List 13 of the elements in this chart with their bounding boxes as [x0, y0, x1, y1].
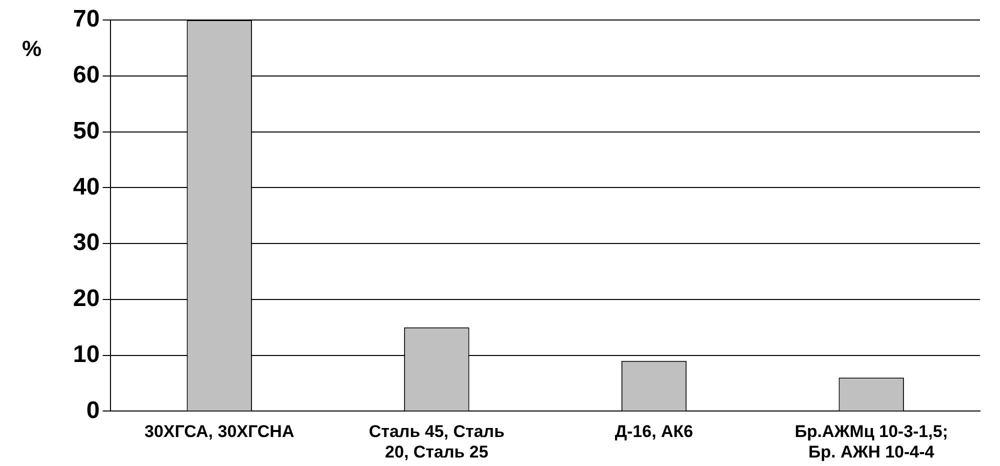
y-tick-label: 40 [72, 173, 100, 200]
x-tick-label: Бр.АЖМц 10-3-1,5; Бр. АЖН 10-4-4 [794, 422, 948, 462]
x-tick-label: 30ХГСА, 30ХГСНА [144, 422, 294, 442]
y-tick-label: 50 [72, 117, 100, 144]
y-tick-label: 30 [72, 229, 100, 256]
y-tick-label: 20 [72, 285, 100, 312]
y-tick-label: 0 [86, 396, 100, 424]
y-tick-label: 60 [72, 62, 100, 89]
y-tick-label: 70 [72, 6, 100, 33]
y-tick-label: 10 [72, 340, 100, 368]
x-tick-label: Сталь 45, Сталь 20, Сталь 25 [368, 422, 505, 462]
y-axis-title: % [22, 36, 42, 62]
x-tick-label: Д-16, АК6 [614, 422, 694, 442]
